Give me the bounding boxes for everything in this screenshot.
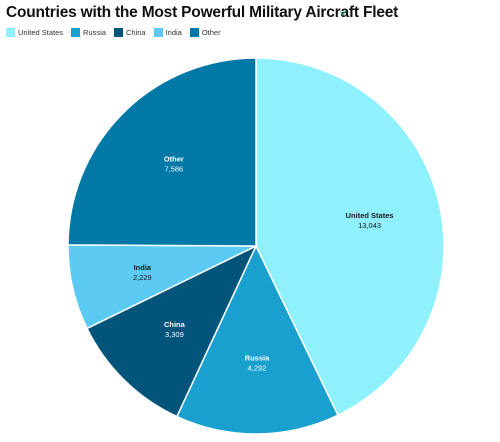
legend-swatch [113,28,123,37]
slice-label-value: 13,043 [358,221,381,230]
slice-label-value: 7,586 [164,164,183,173]
legend-label: India [165,28,182,37]
pie-slice-other[interactable] [67,57,257,247]
pie-slice-china[interactable] [86,244,258,418]
legend-label: Other [201,28,221,37]
legend-item-other[interactable]: Other [189,28,221,37]
chart-title: Countries with the Most Powerful Militar… [6,4,399,21]
slice-label-name: Other [164,154,184,163]
slice-label-name: China [164,320,186,329]
slice-label-name: Russia [245,354,270,363]
legend-swatch [189,28,199,37]
legend-swatch [153,28,163,37]
pie-slice-united-states[interactable] [255,57,445,417]
legend-label: China [125,28,146,37]
legend-swatch [6,28,15,37]
legend-item-india[interactable]: India [153,28,182,37]
slice-label-value: 4,292 [248,364,267,373]
pie-slice-russia[interactable] [175,244,339,435]
legend-item-china[interactable]: China [113,28,146,37]
legend-label: Russia [83,28,106,37]
legend-label: United States [18,28,64,37]
legend-swatch [71,28,81,37]
check-icon [340,9,347,16]
slice-label-value: 3,309 [165,330,184,339]
slice-label-value: 2,229 [133,273,152,282]
slice-label-name: India [134,263,152,272]
chart-legend: United States Russia China India Other [6,28,229,37]
slice-label-name: United States [346,211,394,220]
legend-item-russia[interactable]: Russia [71,28,106,37]
legend-item-united-states[interactable]: United States [6,28,63,37]
